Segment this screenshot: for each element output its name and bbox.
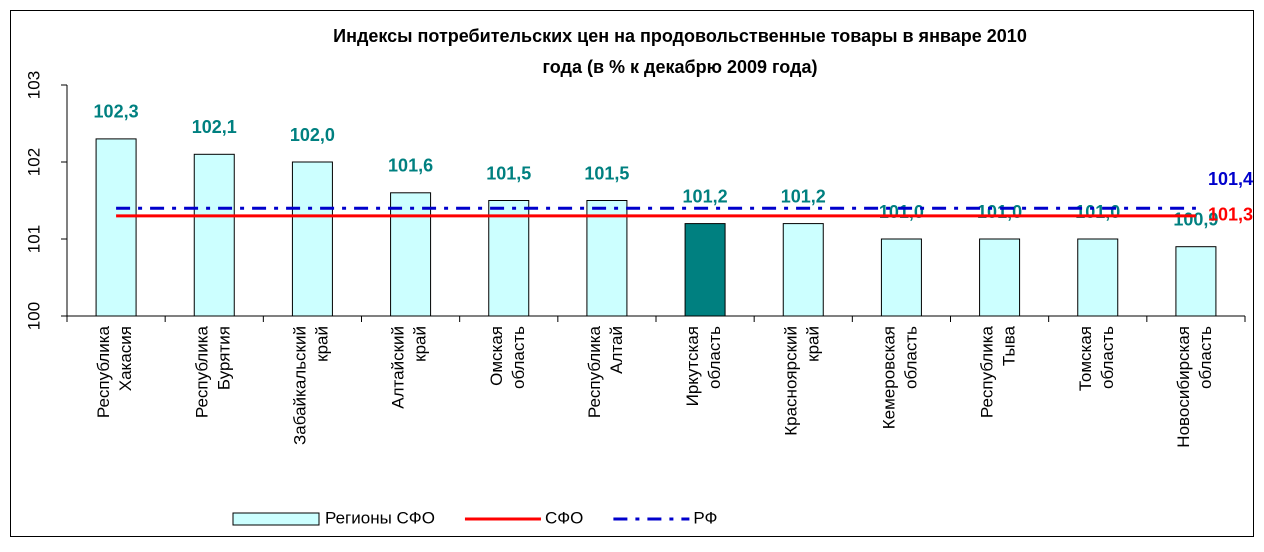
line-value-label: 101,3 (1208, 205, 1253, 225)
x-tick-label: Забайкальский край (291, 326, 332, 445)
bar-value-label: 101,6 (388, 156, 433, 176)
bar-value-label: 101,0 (1075, 202, 1120, 222)
legend-label: Регионы СФО (325, 508, 435, 527)
bar (880, 238, 922, 317)
bar (586, 200, 628, 317)
chart-title: года (в % к декабрю 2009 года) (543, 57, 818, 77)
bar-value-label: 101,5 (584, 163, 629, 183)
legend-label: СФО (545, 508, 583, 527)
bar (193, 153, 235, 317)
bar (1175, 246, 1217, 317)
x-tick-label: Новосибирская область (1174, 326, 1215, 448)
bar (291, 161, 333, 317)
x-tick-label: Томская область (1076, 326, 1117, 391)
bar (488, 200, 530, 317)
y-tick-label: 100 (24, 302, 43, 330)
x-tick-label: Омская область (487, 326, 528, 389)
legend-swatch (232, 512, 320, 526)
bar-value-label: 101,2 (683, 186, 728, 206)
bar-value-label: 101,0 (977, 202, 1022, 222)
bar-value-label: 101,5 (486, 163, 531, 183)
y-tick-label: 103 (24, 71, 43, 99)
x-tick-label: Красноярский край (782, 326, 823, 436)
bar-value-label: 102,0 (290, 125, 335, 145)
bar (390, 192, 432, 317)
x-tick-label: Иркутская область (684, 326, 725, 407)
y-tick-label: 101 (24, 225, 43, 253)
bar (1077, 238, 1119, 317)
bar (979, 238, 1021, 317)
line-value-label: 101,4 (1208, 169, 1253, 189)
y-tick-label: 102 (24, 148, 43, 176)
x-tick-label: Республика Хакасия (95, 325, 136, 418)
x-tick-label: Республика Бурятия (193, 325, 234, 418)
bar (684, 223, 726, 317)
bar-value-label: 101,0 (879, 202, 924, 222)
bar (782, 223, 824, 317)
x-tick-label: Кемеровская область (880, 326, 921, 429)
x-tick-label: Республика Тыва (978, 325, 1019, 418)
x-tick-label: Республика Алтай (585, 325, 626, 418)
bar-value-label: 101,2 (781, 186, 826, 206)
legend-label: РФ (693, 508, 717, 527)
bar-value-label: 102,1 (192, 117, 237, 137)
chart-title: Индексы потребительских цен на продоволь… (333, 26, 1027, 46)
bar-value-label: 102,3 (94, 102, 139, 122)
x-tick-label: Алтайский край (389, 326, 430, 409)
bar (95, 138, 137, 317)
